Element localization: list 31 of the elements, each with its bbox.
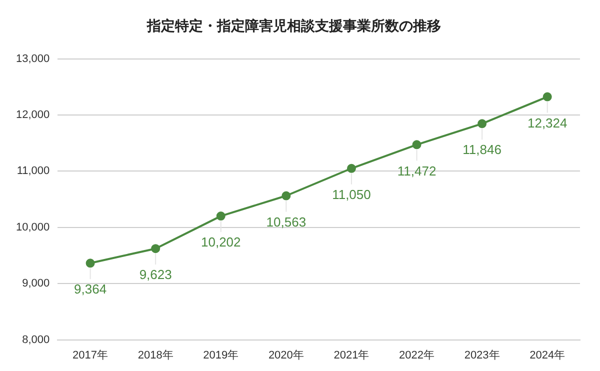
point bbox=[542, 92, 552, 102]
y-tick-label: 9,000 bbox=[22, 278, 50, 290]
data-label: 9,364 bbox=[74, 282, 107, 297]
data-label: 11,472 bbox=[397, 163, 436, 178]
point bbox=[412, 140, 422, 150]
y-tick-label: 10,000 bbox=[16, 221, 50, 234]
data-label: 10,202 bbox=[201, 234, 241, 250]
x-tick-label: 2024年 bbox=[530, 349, 566, 362]
y-tick-label: 11,000 bbox=[16, 165, 50, 178]
data-label: 12,324 bbox=[527, 115, 568, 130]
y-tick-label: 13,000 bbox=[16, 52, 50, 65]
x-tick-label: 2021年 bbox=[334, 349, 370, 362]
y-tick-label: 8,000 bbox=[22, 334, 50, 346]
x-tick-label: 2022年 bbox=[399, 349, 435, 362]
data-label: 11,050 bbox=[332, 186, 371, 202]
data-label: 10,563 bbox=[266, 214, 306, 230]
x-tick-label: 2023年 bbox=[464, 349, 500, 362]
x-tick-label: 2020年 bbox=[268, 349, 304, 362]
x-tick-label: 2018年 bbox=[138, 349, 174, 362]
point bbox=[151, 244, 160, 254]
data-label: 11,846 bbox=[462, 142, 502, 158]
data-label: 9,623 bbox=[139, 267, 172, 282]
point bbox=[282, 191, 291, 200]
point bbox=[478, 119, 487, 128]
point bbox=[86, 258, 95, 268]
chart-title: 指定特定・指定障害児相談支援事業所数の推移 bbox=[146, 17, 441, 34]
y-tick-label: 12,000 bbox=[16, 109, 50, 122]
point bbox=[346, 164, 356, 173]
x-tick-label: 2017年 bbox=[72, 349, 108, 362]
point bbox=[216, 212, 226, 221]
x-tick-label: 2019年 bbox=[203, 349, 239, 362]
